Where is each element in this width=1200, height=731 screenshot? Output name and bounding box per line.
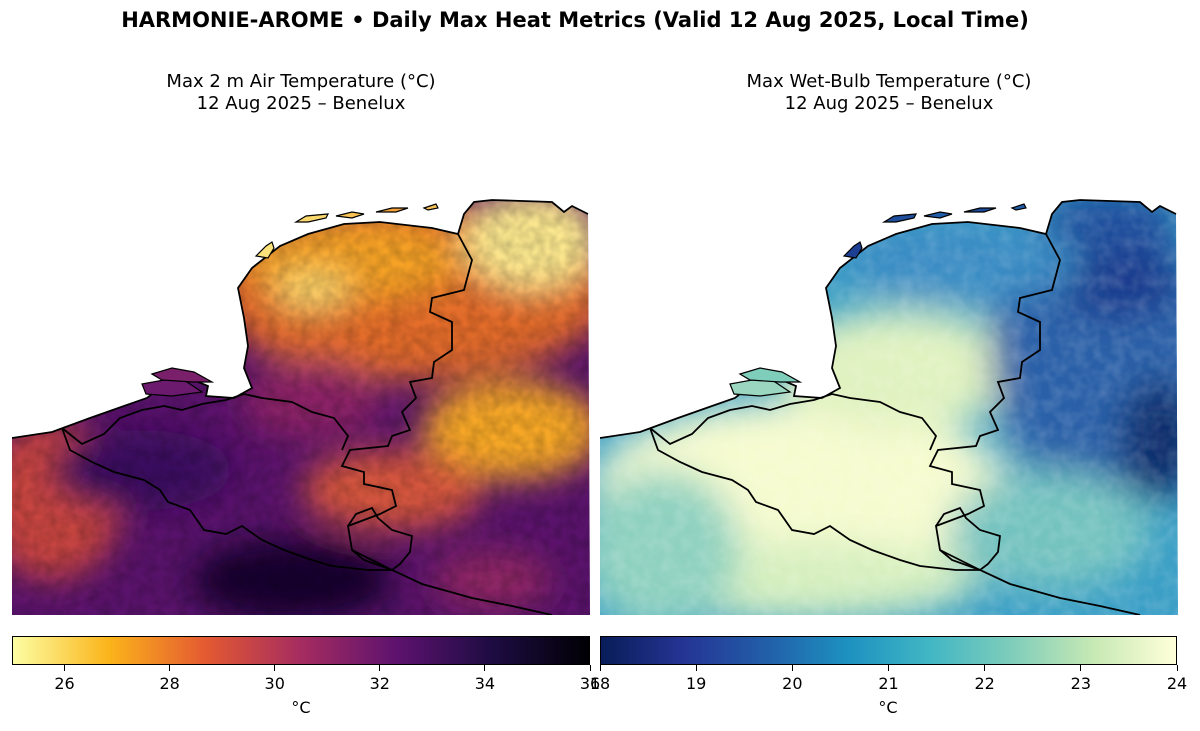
panel2-subtitle-line: 12 Aug 2025 – Benelux xyxy=(784,93,994,114)
colorbar-tick-label: 32 xyxy=(369,674,390,693)
panel1-subtitle-line: 12 Aug 2025 – Benelux xyxy=(196,93,406,114)
nl-be-border xyxy=(649,393,938,451)
nl-be-border xyxy=(61,393,350,451)
zeeland-islands xyxy=(729,367,803,397)
lux-border xyxy=(935,506,1001,572)
nl-de-border xyxy=(928,233,1141,615)
colorbar-tick xyxy=(589,665,591,671)
zeeland-islands xyxy=(141,367,215,397)
colorbar-tick xyxy=(1176,665,1178,671)
colorbar-tick xyxy=(791,665,793,671)
colorbar-tick xyxy=(695,665,697,671)
colorbar-tick xyxy=(274,665,276,671)
wet-bulb-colorbar xyxy=(600,636,1177,665)
colorbar-tick xyxy=(379,665,381,671)
air-colorbar-label: °C xyxy=(291,698,311,717)
colorbar-tick xyxy=(599,665,601,671)
panel2-title-line: Max Wet-Bulb Temperature (°C) xyxy=(746,71,1032,92)
colorbar-tick xyxy=(64,665,66,671)
wb-colorbar-label: °C xyxy=(878,698,898,717)
air-temperature-map xyxy=(12,199,590,615)
colorbar-tick-label: 34 xyxy=(474,674,496,693)
colorbar-tick-label: 28 xyxy=(159,674,180,693)
be-fr-border xyxy=(649,427,980,571)
panel2-title: Max Wet-Bulb Temperature (°C) 12 Aug 202… xyxy=(600,71,1178,115)
wadden-islands xyxy=(254,203,439,259)
air-temperature-colorbar xyxy=(12,636,590,665)
colorbar-tick xyxy=(1080,665,1082,671)
wb-map-borders xyxy=(600,199,1177,615)
colorbar-tick-label: 23 xyxy=(1070,674,1091,693)
colorbar-tick-label: 30 xyxy=(264,674,285,693)
wadden-islands xyxy=(842,203,1027,259)
colorbar-tick-label: 21 xyxy=(878,674,899,693)
colorbar-tick-label: 19 xyxy=(685,674,707,693)
colorbar-tick xyxy=(888,665,889,671)
colorbar-tick-label: 24 xyxy=(1166,674,1188,693)
colorbar-tick xyxy=(484,665,486,671)
panel1-title-line: Max 2 m Air Temperature (°C) xyxy=(166,71,436,92)
nl-de-border xyxy=(340,233,553,615)
colorbar-tick xyxy=(984,665,986,671)
figure-title: HARMONIE-AROME • Daily Max Heat Metrics … xyxy=(121,8,1029,32)
colorbar-tick-label: 36 xyxy=(579,674,601,693)
colorbar-tick-label: 22 xyxy=(974,674,995,693)
be-fr-border xyxy=(61,427,392,571)
colorbar-tick-label: 18 xyxy=(589,674,611,693)
panel1-title: Max 2 m Air Temperature (°C) 12 Aug 2025… xyxy=(12,71,590,115)
colorbar-tick xyxy=(169,665,171,671)
colorbar-tick-label: 26 xyxy=(54,674,75,693)
wet-bulb-map xyxy=(600,199,1178,615)
lux-border xyxy=(347,506,413,572)
colorbar-tick-label: 20 xyxy=(782,674,803,693)
